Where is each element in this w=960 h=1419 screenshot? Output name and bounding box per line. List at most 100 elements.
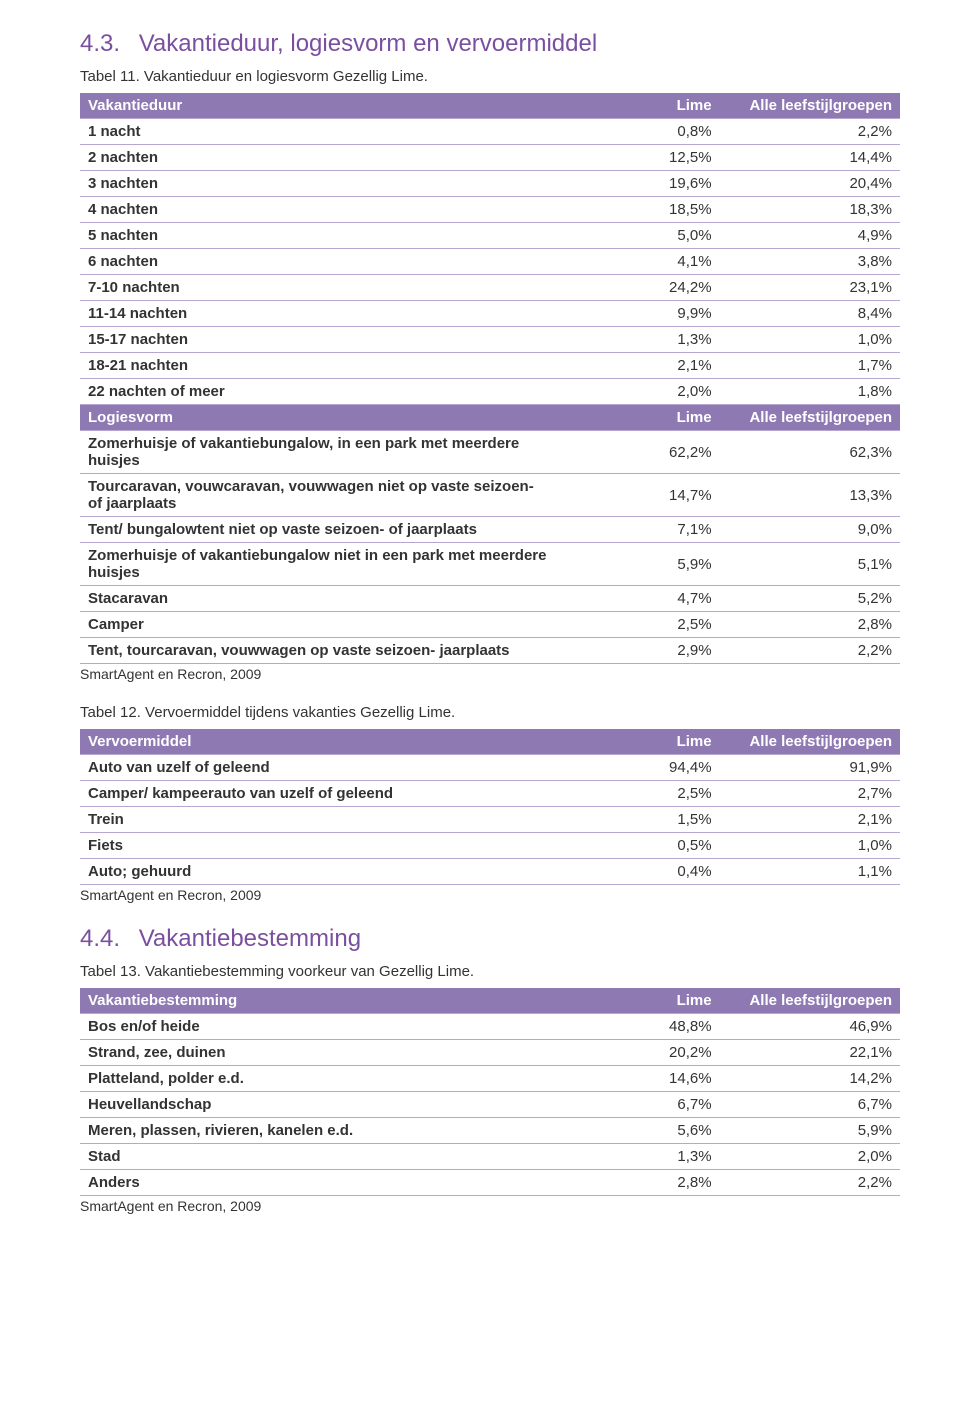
table-cell: Auto; gehuurd xyxy=(80,859,556,885)
table-row: Strand, zee, duinen20,2%22,1% xyxy=(80,1040,900,1066)
table-row: Trein1,5%2,1% xyxy=(80,807,900,833)
table-row: 2 nachten12,5%14,4% xyxy=(80,145,900,171)
table-cell: Fiets xyxy=(80,833,556,859)
table-cell: 6,7% xyxy=(720,1092,900,1118)
table-cell: Trein xyxy=(80,807,556,833)
table-cell: 11-14 nachten xyxy=(80,301,556,327)
table-row: Camper2,5%2,8% xyxy=(80,612,900,638)
table-cell: 19,6% xyxy=(556,171,720,197)
table-12-source: SmartAgent en Recron, 2009 xyxy=(80,887,900,903)
table-cell: Bos en/of heide xyxy=(80,1014,556,1040)
table-cell: 15-17 nachten xyxy=(80,327,556,353)
table-11-source: SmartAgent en Recron, 2009 xyxy=(80,666,900,682)
table-cell: 0,8% xyxy=(556,119,720,145)
table-cell: 2,1% xyxy=(720,807,900,833)
table-cell: 1,0% xyxy=(720,327,900,353)
table-cell: 14,6% xyxy=(556,1066,720,1092)
table-cell: 2 nachten xyxy=(80,145,556,171)
table-cell: 5,0% xyxy=(556,223,720,249)
table-row: Platteland, polder e.d.14,6%14,2% xyxy=(80,1066,900,1092)
table-row: Fiets0,5%1,0% xyxy=(80,833,900,859)
table-cell: 62,2% xyxy=(556,431,720,474)
table-header-cell: Alle leefstijlgroepen xyxy=(720,405,900,431)
table-cell: 14,2% xyxy=(720,1066,900,1092)
table-cell: Zomerhuisje of vakantiebungalow niet in … xyxy=(80,543,556,586)
table-cell: 14,4% xyxy=(720,145,900,171)
table-11: VakantieduurLimeAlle leefstijlgroepen1 n… xyxy=(80,93,900,664)
table-header-cell: Vervoermiddel xyxy=(80,729,556,755)
table-cell: Auto van uzelf of geleend xyxy=(80,755,556,781)
table-cell: 5,6% xyxy=(556,1118,720,1144)
table-cell: 4 nachten xyxy=(80,197,556,223)
table-13: VakantiebestemmingLimeAlle leefstijlgroe… xyxy=(80,988,900,1196)
table-cell: 20,4% xyxy=(720,171,900,197)
table-cell: 1,3% xyxy=(556,1144,720,1170)
table-cell: 5 nachten xyxy=(80,223,556,249)
table-cell: 2,1% xyxy=(556,353,720,379)
table-cell: 91,9% xyxy=(720,755,900,781)
table-header-cell: Vakantieduur xyxy=(80,93,556,119)
table-cell: Tourcaravan, vouwcaravan, vouwwagen niet… xyxy=(80,474,556,517)
table-cell: 2,2% xyxy=(720,1170,900,1196)
table-row: 15-17 nachten1,3%1,0% xyxy=(80,327,900,353)
table-cell: 5,2% xyxy=(720,586,900,612)
table-cell: Camper xyxy=(80,612,556,638)
section-number: 4.3. xyxy=(80,30,120,57)
table-cell: 13,3% xyxy=(720,474,900,517)
table-cell: 4,7% xyxy=(556,586,720,612)
table-row: Anders2,8%2,2% xyxy=(80,1170,900,1196)
table-row: 1 nacht0,8%2,2% xyxy=(80,119,900,145)
table-cell: 18-21 nachten xyxy=(80,353,556,379)
table-cell: 18,5% xyxy=(556,197,720,223)
table-cell: Zomerhuisje of vakantiebungalow, in een … xyxy=(80,431,556,474)
table-header-cell: Logiesvorm xyxy=(80,405,556,431)
table-header-cell: Lime xyxy=(556,405,720,431)
table-cell: Heuvellandschap xyxy=(80,1092,556,1118)
table-cell: 5,1% xyxy=(720,543,900,586)
table-cell: 6,7% xyxy=(556,1092,720,1118)
table-cell: 5,9% xyxy=(556,543,720,586)
table-cell: 1 nacht xyxy=(80,119,556,145)
table-cell: 1,5% xyxy=(556,807,720,833)
table-cell: 9,9% xyxy=(556,301,720,327)
table-cell: Stad xyxy=(80,1144,556,1170)
table-cell: 3,8% xyxy=(720,249,900,275)
table-cell: 1,8% xyxy=(720,379,900,405)
table-header: LogiesvormLimeAlle leefstijlgroepen xyxy=(80,405,900,431)
table-row: Auto van uzelf of geleend94,4%91,9% xyxy=(80,755,900,781)
table-cell: 2,7% xyxy=(720,781,900,807)
section-number: 4.4. xyxy=(80,925,120,952)
table-row: Auto; gehuurd0,4%1,1% xyxy=(80,859,900,885)
table-cell: 18,3% xyxy=(720,197,900,223)
table-cell: 1,3% xyxy=(556,327,720,353)
table-row: 5 nachten5,0%4,9% xyxy=(80,223,900,249)
table-header-cell: Alle leefstijlgroepen xyxy=(720,729,900,755)
table-header: VakantieduurLimeAlle leefstijlgroepen xyxy=(80,93,900,119)
table-cell: 20,2% xyxy=(556,1040,720,1066)
section-4-4-heading: 4.4. Vakantiebestemming xyxy=(80,925,900,953)
table-cell: 2,2% xyxy=(720,638,900,664)
table-cell: 2,0% xyxy=(556,379,720,405)
table-row: Tent/ bungalowtent niet op vaste seizoen… xyxy=(80,517,900,543)
table-cell: 8,4% xyxy=(720,301,900,327)
table-13-source: SmartAgent en Recron, 2009 xyxy=(80,1198,900,1214)
table-cell: Stacaravan xyxy=(80,586,556,612)
table-header-cell: Vakantiebestemming xyxy=(80,988,556,1014)
table-cell: Tent, tourcaravan, vouwwagen op vaste se… xyxy=(80,638,556,664)
table-header-cell: Lime xyxy=(556,93,720,119)
table-cell: 62,3% xyxy=(720,431,900,474)
table-cell: 22 nachten of meer xyxy=(80,379,556,405)
table-row: 18-21 nachten2,1%1,7% xyxy=(80,353,900,379)
table-11-caption: Tabel 11. Vakantieduur en logiesvorm Gez… xyxy=(80,68,900,85)
table-row: 4 nachten18,5%18,3% xyxy=(80,197,900,223)
table-cell: 2,5% xyxy=(556,781,720,807)
table-cell: 23,1% xyxy=(720,275,900,301)
table-cell: Meren, plassen, rivieren, kanelen e.d. xyxy=(80,1118,556,1144)
table-cell: 4,9% xyxy=(720,223,900,249)
table-12: VervoermiddelLimeAlle leefstijlgroepenAu… xyxy=(80,729,900,885)
table-row: Stad1,3%2,0% xyxy=(80,1144,900,1170)
section-4-3-heading: 4.3. Vakantieduur, logiesvorm en vervoer… xyxy=(80,30,900,58)
table-row: Camper/ kampeerauto van uzelf of geleend… xyxy=(80,781,900,807)
table-row: Tent, tourcaravan, vouwwagen op vaste se… xyxy=(80,638,900,664)
table-row: Stacaravan4,7%5,2% xyxy=(80,586,900,612)
